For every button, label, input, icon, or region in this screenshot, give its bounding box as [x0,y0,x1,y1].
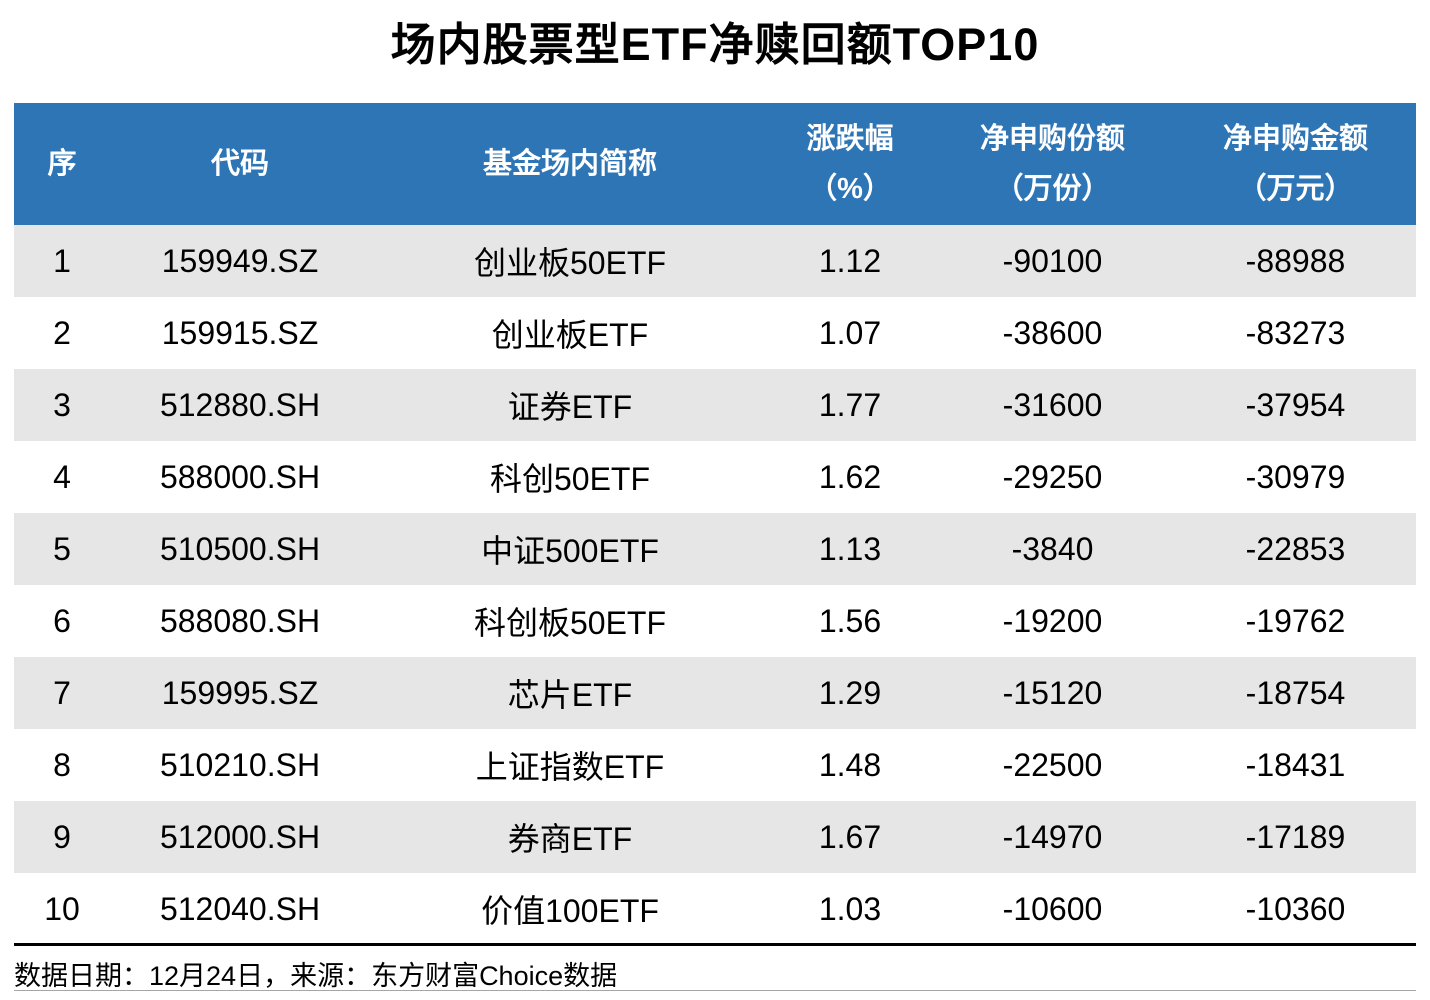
page-title: 场内股票型ETF净赎回额TOP10 [390,19,1040,70]
fund-name-cell: 芯片ETF [507,677,633,713]
col-header-fund-name-label: 基金场内简称 [482,148,657,180]
rank-cell: 9 [53,818,71,855]
code-cell: 159995.SZ [161,674,319,711]
fund-name-cell: 科创板50ETF [473,605,667,641]
net-shares-cell: -10600 [1002,890,1103,927]
fund-name-cell: 科创50ETF [489,461,651,497]
etf-table: 序 代码 基金场内简称 涨跌幅 （%） 净申购份额 （万份） 净申购金额 （万元… [14,103,1416,945]
change-cell: 1.62 [818,458,882,495]
rank-cell: 8 [53,746,71,783]
table-header-row: 序 代码 基金场内简称 涨跌幅 （%） 净申购份额 （万份） 净申购金额 （万元… [14,103,1416,225]
net-amount-cell: -19762 [1245,602,1346,639]
table-row: 10 512040.SH 价值100ETF 1.03 -10600 -10360 [14,873,1416,945]
net-shares-cell: -38600 [1002,314,1103,351]
change-cell: 1.13 [818,530,882,567]
fund-name-cell: 价值100ETF [481,893,659,929]
code-cell: 588080.SH [159,602,321,639]
fund-name-cell: 创业板ETF [491,317,649,353]
table-row: 1 159949.SZ 创业板50ETF 1.12 -90100 -88988 [14,225,1416,297]
net-amount-cell: -88988 [1245,242,1346,279]
table-row: 3 512880.SH 证券ETF 1.77 -31600 -37954 [14,369,1416,441]
col-header-net-amount-unit: （万元） [1237,173,1354,205]
table-body: 1 159949.SZ 创业板50ETF 1.12 -90100 -88988 … [14,225,1416,945]
table-row: 2 159915.SZ 创业板ETF 1.07 -38600 -83273 [14,297,1416,369]
col-header-net-shares-unit: （万份） [994,173,1111,205]
change-cell: 1.29 [818,674,882,711]
code-cell: 512880.SH [159,386,321,423]
fund-name-cell: 上证指数ETF [475,749,665,785]
net-shares-cell: -15120 [1002,674,1103,711]
code-cell: 588000.SH [159,458,321,495]
change-cell: 1.07 [818,314,882,351]
net-amount-cell: -30979 [1245,458,1346,495]
fund-name-cell: 证券ETF [507,389,633,425]
col-header-fund-name: 基金场内简称 [370,139,770,189]
change-cell: 1.67 [818,818,882,855]
net-amount-cell: -18431 [1245,746,1346,783]
net-amount-cell: -37954 [1245,386,1346,423]
col-header-net-shares: 净申购份额 （万份） [930,114,1175,214]
change-cell: 1.48 [818,746,882,783]
col-header-code-label: 代码 [210,148,269,180]
table-row: 8 510210.SH 上证指数ETF 1.48 -22500 -18431 [14,729,1416,801]
net-shares-cell: -31600 [1002,386,1103,423]
col-header-code: 代码 [110,139,370,189]
table-row: 7 159995.SZ 芯片ETF 1.29 -15120 -18754 [14,657,1416,729]
net-amount-cell: -22853 [1245,530,1346,567]
rank-cell: 4 [53,458,71,495]
net-shares-cell: -14970 [1002,818,1103,855]
net-amount-cell: -17189 [1245,818,1346,855]
change-cell: 1.77 [818,386,882,423]
net-amount-cell: -10360 [1245,890,1346,927]
code-cell: 510500.SH [159,530,321,567]
net-amount-cell: -18754 [1245,674,1346,711]
code-cell: 159915.SZ [161,314,319,351]
rank-cell: 3 [53,386,71,423]
col-header-change-unit: （%） [808,173,892,205]
change-cell: 1.12 [818,242,882,279]
change-cell: 1.56 [818,602,882,639]
net-shares-cell: -3840 [1011,530,1094,567]
table-row: 4 588000.SH 科创50ETF 1.62 -29250 -30979 [14,441,1416,513]
fund-name-cell: 中证500ETF [481,533,659,569]
change-cell: 1.03 [818,890,882,927]
rank-cell: 7 [53,674,71,711]
table-row: 6 588080.SH 科创板50ETF 1.56 -19200 -19762 [14,585,1416,657]
col-header-rank-label: 序 [47,148,77,180]
code-cell: 510210.SH [159,746,321,783]
col-header-change-label: 涨跌幅 [806,123,894,155]
col-header-rank: 序 [14,139,110,189]
table-row: 5 510500.SH 中证500ETF 1.13 -3840 -22853 [14,513,1416,585]
code-cell: 512040.SH [159,890,321,927]
col-header-net-amount: 净申购金额 （万元） [1175,114,1416,214]
net-shares-cell: -29250 [1002,458,1103,495]
net-shares-cell: -90100 [1002,242,1103,279]
rank-cell: 5 [53,530,71,567]
rank-cell: 2 [53,314,71,351]
code-cell: 159949.SZ [161,242,319,279]
fund-name-cell: 创业板50ETF [473,245,667,281]
source-note: 数据日期：12月24日，来源：东方财富Choice数据 [14,961,618,991]
source-footer: 数据日期：12月24日，来源：东方财富Choice数据 [14,943,1416,991]
net-amount-cell: -83273 [1245,314,1346,351]
col-header-net-shares-label: 净申购份额 [979,123,1125,155]
col-header-net-amount-label: 净申购金额 [1222,123,1368,155]
net-shares-cell: -22500 [1002,746,1103,783]
code-cell: 512000.SH [159,818,321,855]
col-header-change: 涨跌幅 （%） [770,114,930,214]
fund-name-cell: 券商ETF [507,821,633,857]
net-shares-cell: -19200 [1002,602,1103,639]
table-row: 9 512000.SH 券商ETF 1.67 -14970 -17189 [14,801,1416,873]
rank-cell: 6 [53,602,71,639]
rank-cell: 1 [53,242,71,279]
rank-cell: 10 [44,890,80,927]
